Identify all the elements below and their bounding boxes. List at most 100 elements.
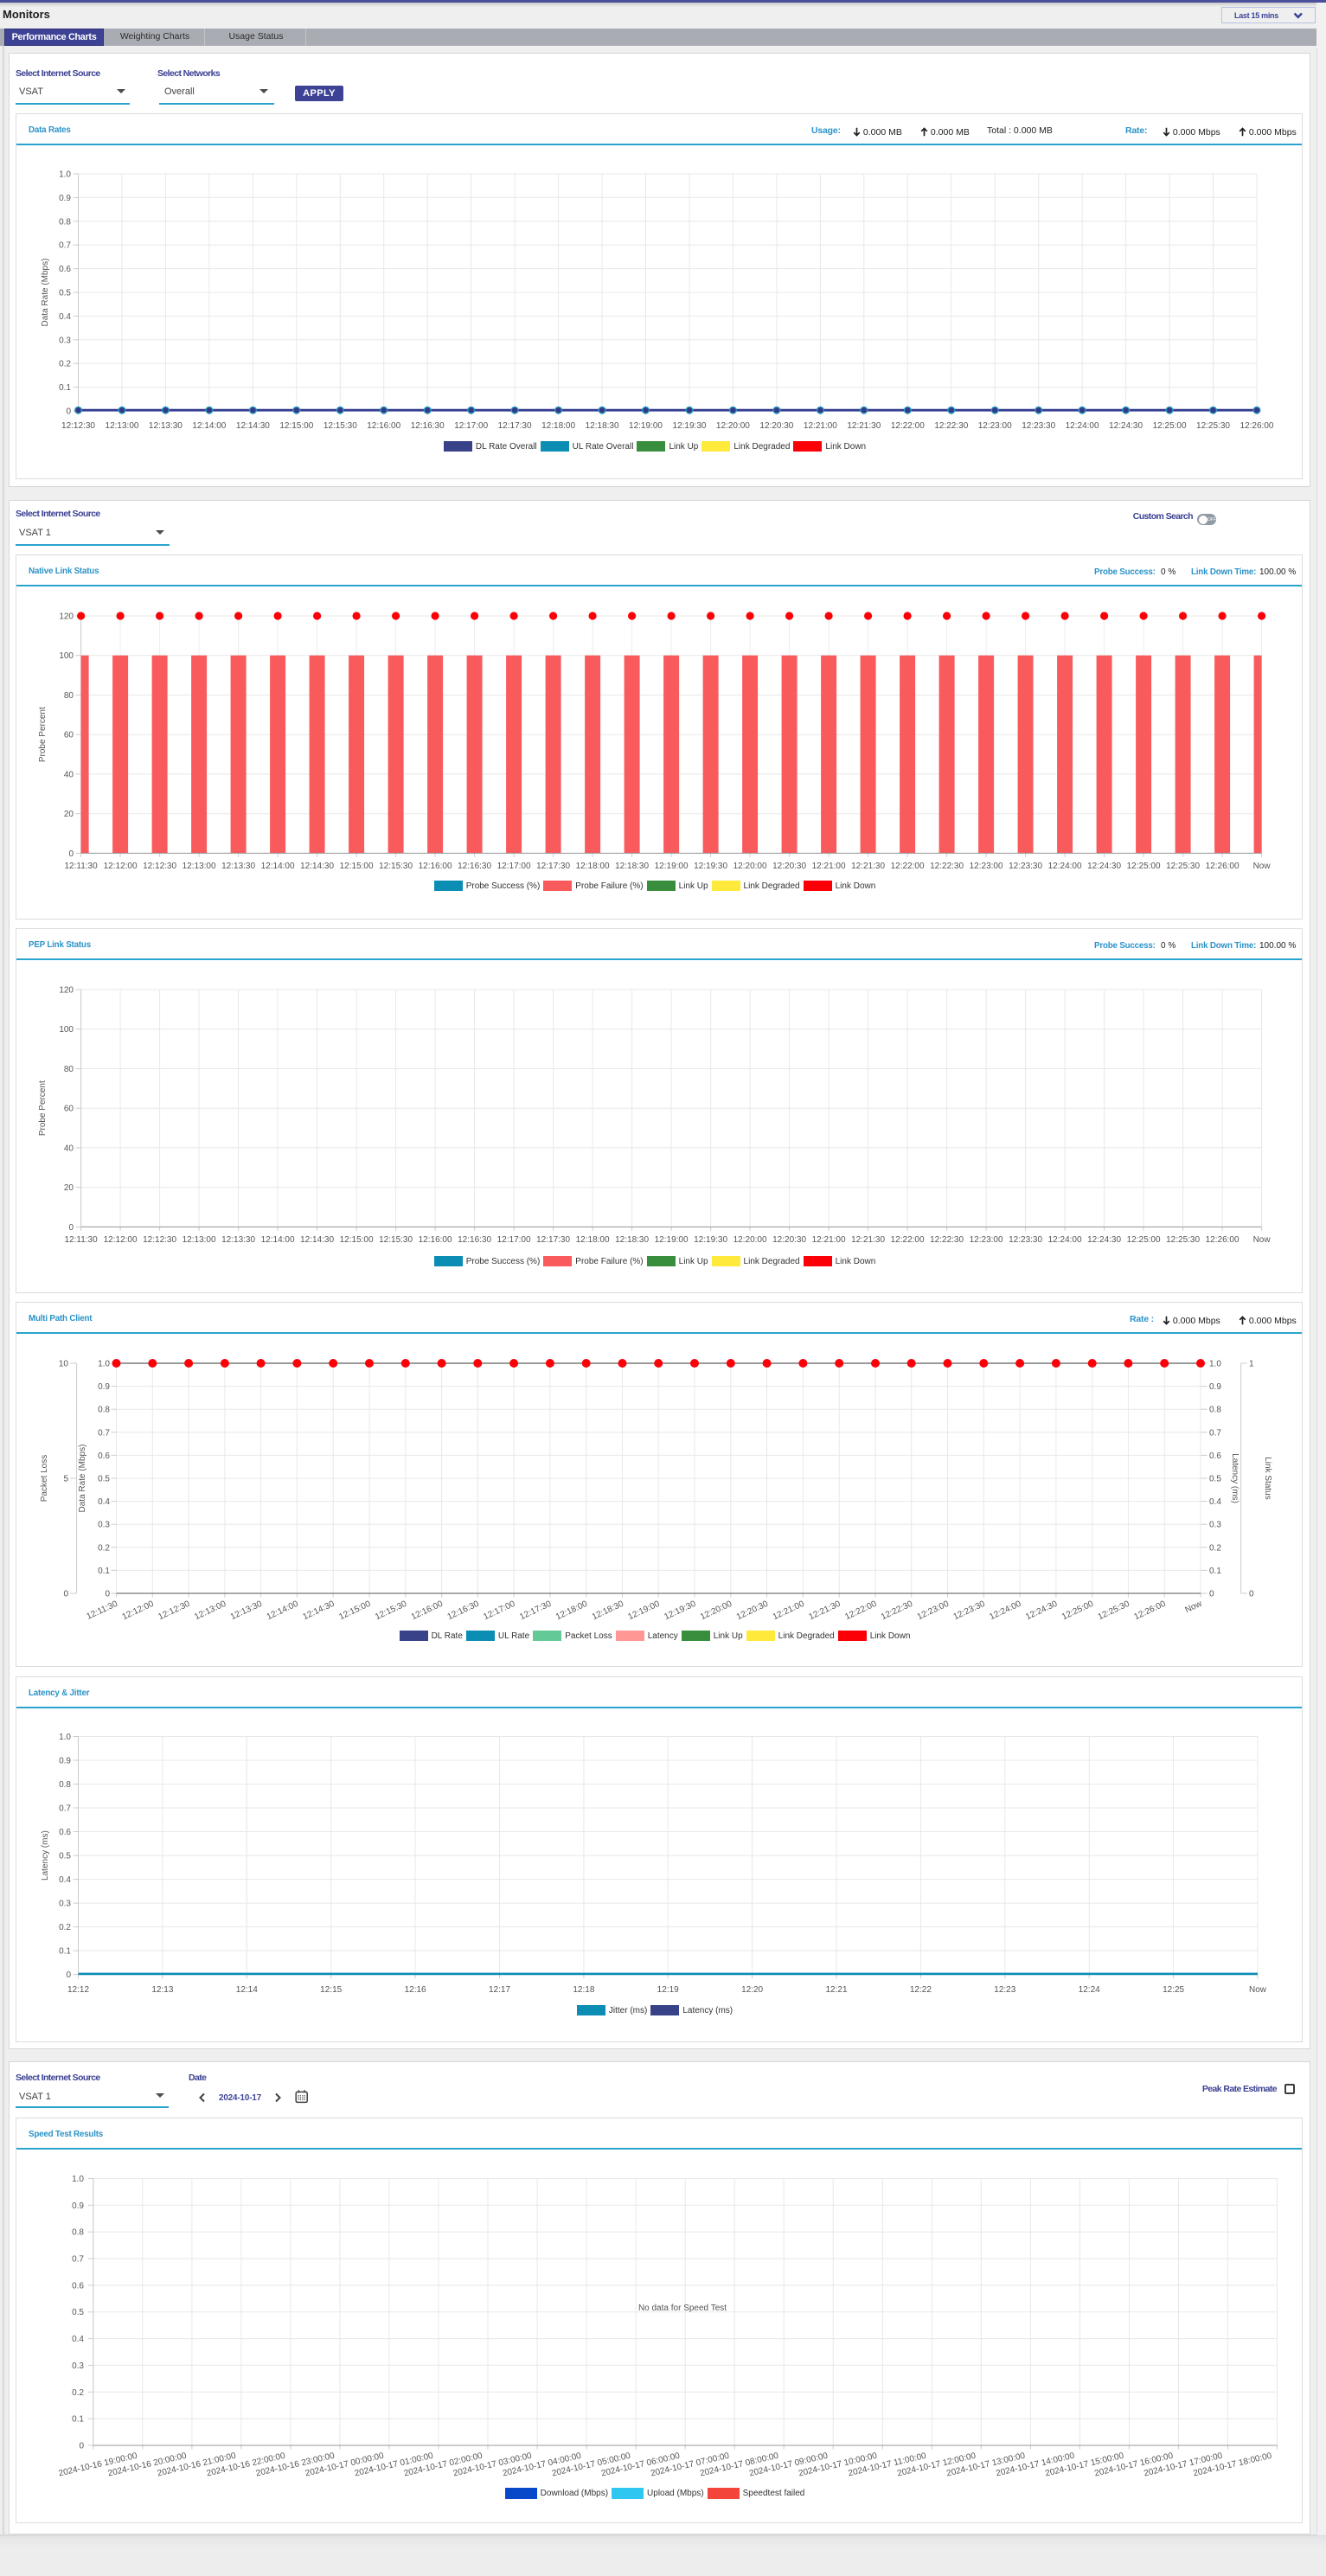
svg-text:12:21: 12:21	[825, 1985, 847, 1995]
svg-text:1.0: 1.0	[98, 1360, 110, 1369]
svg-text:0.1: 0.1	[59, 1947, 71, 1957]
svg-text:0.3: 0.3	[72, 2361, 84, 2371]
svg-text:12:15:30: 12:15:30	[374, 1599, 408, 1623]
svg-text:1.0: 1.0	[59, 1733, 71, 1742]
svg-text:Link Status: Link Status	[1263, 1457, 1272, 1499]
svg-text:12:13:30: 12:13:30	[221, 862, 255, 871]
svg-text:0: 0	[105, 1590, 110, 1599]
svg-text:12:17: 12:17	[489, 1985, 510, 1995]
svg-text:12:13:00: 12:13:00	[106, 421, 139, 431]
svg-text:12:12:00: 12:12:00	[121, 1599, 156, 1623]
svg-text:80: 80	[64, 1065, 74, 1074]
svg-text:12:24:30: 12:24:30	[1109, 421, 1143, 431]
svg-text:12:13:30: 12:13:30	[229, 1599, 264, 1623]
svg-text:20: 20	[64, 1183, 74, 1193]
svg-text:12:13: 12:13	[151, 1985, 173, 1995]
svg-text:12:23:30: 12:23:30	[1022, 421, 1055, 431]
svg-text:40: 40	[64, 770, 74, 779]
svg-text:0.5: 0.5	[72, 2308, 84, 2317]
svg-text:12:21:30: 12:21:30	[851, 1235, 885, 1245]
svg-text:12:18:00: 12:18:00	[541, 421, 575, 431]
svg-text:12:14:00: 12:14:00	[266, 1599, 300, 1623]
svg-text:12:17:30: 12:17:30	[536, 1235, 570, 1245]
svg-text:0.6: 0.6	[59, 265, 71, 274]
svg-text:Latency (ms): Latency (ms)	[1230, 1453, 1240, 1503]
svg-text:12:25:30: 12:25:30	[1166, 862, 1200, 871]
svg-text:0.4: 0.4	[98, 1497, 110, 1507]
svg-text:12:22:30: 12:22:30	[880, 1599, 914, 1623]
svg-text:0.5: 0.5	[59, 1852, 71, 1862]
svg-text:12:23:30: 12:23:30	[1009, 862, 1042, 871]
svg-text:Now: Now	[1249, 1985, 1267, 1995]
svg-text:12:19:30: 12:19:30	[694, 1235, 727, 1245]
svg-text:Latency (ms): Latency (ms)	[41, 1830, 50, 1881]
svg-text:12:12: 12:12	[67, 1985, 89, 1995]
svg-text:0.8: 0.8	[72, 2228, 84, 2238]
svg-text:No data for Speed Test: No data for Speed Test	[638, 2304, 727, 2313]
svg-text:12:19:00: 12:19:00	[627, 1599, 662, 1623]
svg-text:12:17:30: 12:17:30	[498, 421, 532, 431]
svg-text:0: 0	[63, 1590, 68, 1599]
svg-text:0.8: 0.8	[98, 1406, 110, 1415]
svg-text:0.4: 0.4	[1209, 1497, 1221, 1507]
svg-text:12:21:00: 12:21:00	[772, 1599, 806, 1623]
svg-text:12:17:00: 12:17:00	[482, 1599, 516, 1623]
svg-text:0.8: 0.8	[59, 1780, 71, 1790]
svg-text:0.4: 0.4	[59, 1875, 71, 1885]
svg-text:12:14:00: 12:14:00	[261, 1235, 295, 1245]
svg-text:Now: Now	[1253, 1235, 1272, 1245]
svg-text:12:26:00: 12:26:00	[1133, 1599, 1168, 1623]
svg-text:12:26:00: 12:26:00	[1206, 1235, 1240, 1245]
svg-text:100: 100	[59, 1025, 74, 1035]
svg-text:12:12:00: 12:12:00	[104, 862, 138, 871]
svg-text:12:20:00: 12:20:00	[733, 1235, 767, 1245]
svg-text:12:11:30: 12:11:30	[65, 1235, 99, 1245]
svg-text:0.5: 0.5	[59, 289, 71, 298]
svg-text:12:18:30: 12:18:30	[615, 862, 649, 871]
svg-text:12:22:30: 12:22:30	[934, 421, 968, 431]
svg-text:0.9: 0.9	[72, 2201, 84, 2211]
svg-text:0.7: 0.7	[98, 1428, 110, 1438]
svg-text:12:26:00: 12:26:00	[1206, 862, 1240, 871]
svg-text:0: 0	[66, 1970, 71, 1980]
svg-text:12:13:30: 12:13:30	[149, 421, 183, 431]
svg-text:12:20:30: 12:20:30	[772, 862, 806, 871]
svg-text:0: 0	[66, 407, 71, 417]
svg-text:12:17:00: 12:17:00	[497, 1235, 531, 1245]
svg-text:12:23:00: 12:23:00	[916, 1599, 951, 1623]
svg-text:60: 60	[64, 1105, 74, 1114]
svg-text:12:18:00: 12:18:00	[576, 1235, 610, 1245]
svg-text:12:18:30: 12:18:30	[615, 1235, 649, 1245]
svg-text:12:17:30: 12:17:30	[518, 1599, 553, 1623]
svg-text:120: 120	[59, 986, 74, 996]
svg-text:1: 1	[1249, 1360, 1254, 1369]
svg-text:0.7: 0.7	[59, 241, 71, 251]
svg-text:0.2: 0.2	[59, 360, 71, 369]
svg-text:12:24:30: 12:24:30	[1087, 862, 1121, 871]
svg-text:12:19:30: 12:19:30	[663, 1599, 697, 1623]
svg-text:12:22:00: 12:22:00	[891, 421, 925, 431]
svg-text:0.5: 0.5	[1209, 1475, 1221, 1484]
svg-text:12:23:30: 12:23:30	[1009, 1235, 1042, 1245]
svg-text:12:24:30: 12:24:30	[1024, 1599, 1059, 1623]
svg-text:12:14:30: 12:14:30	[300, 862, 334, 871]
svg-text:12:22:00: 12:22:00	[891, 1235, 925, 1245]
svg-text:12:22:30: 12:22:30	[930, 1235, 964, 1245]
svg-text:0: 0	[68, 1223, 74, 1233]
svg-text:12:16:30: 12:16:30	[458, 1235, 491, 1245]
svg-text:12:19:00: 12:19:00	[629, 421, 663, 431]
svg-text:12:21:30: 12:21:30	[808, 1599, 842, 1623]
svg-text:0.7: 0.7	[1209, 1428, 1221, 1438]
svg-text:12:20:00: 12:20:00	[716, 421, 750, 431]
svg-text:0.6: 0.6	[72, 2281, 84, 2291]
svg-text:40: 40	[64, 1144, 74, 1153]
svg-text:12:14:00: 12:14:00	[192, 421, 226, 431]
svg-text:12:15:00: 12:15:00	[340, 1235, 374, 1245]
svg-text:1.0: 1.0	[1209, 1360, 1221, 1369]
svg-text:12:15:00: 12:15:00	[337, 1599, 372, 1623]
svg-text:0.9: 0.9	[59, 1757, 71, 1766]
svg-text:12:18: 12:18	[573, 1985, 594, 1995]
svg-text:12:13:00: 12:13:00	[193, 1599, 227, 1623]
svg-text:60: 60	[64, 731, 74, 740]
svg-text:Packet Loss: Packet Loss	[40, 1455, 49, 1502]
